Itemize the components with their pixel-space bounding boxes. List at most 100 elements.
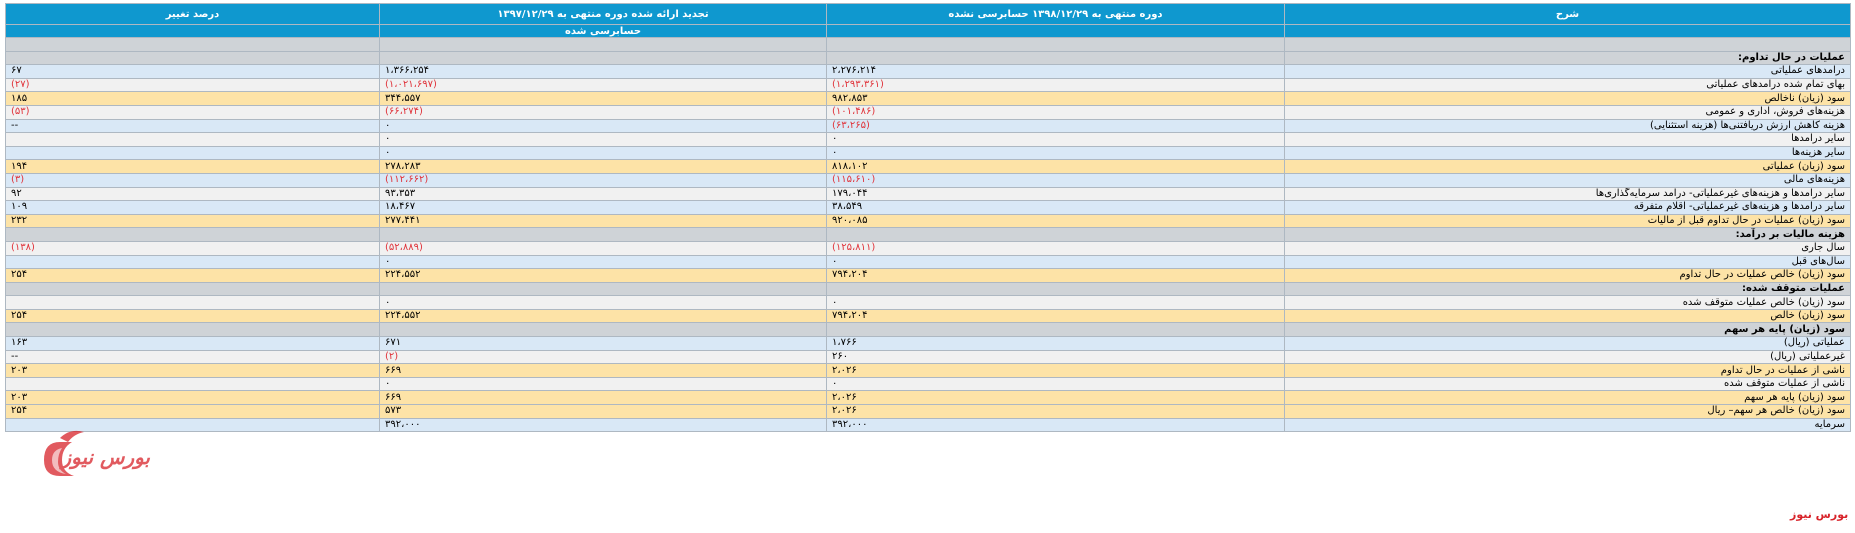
row-description: سود (زیان) خالص xyxy=(1284,308,1851,324)
row-value-1398: ۰ xyxy=(826,376,1285,392)
table-row: درآمدهای عملیاتی ۲،۲۷۶،۲۱۴ ۱،۳۶۶،۲۵۴ ۶۷ xyxy=(5,64,1851,79)
row-value-1398: ۸۱۸،۱۰۲ xyxy=(826,159,1285,174)
row-value-1398: ۱۷۹،۰۴۴ xyxy=(826,186,1285,202)
row-value-1397: ۰ xyxy=(379,295,827,310)
row-change-percent: ۱۹۴ xyxy=(5,159,380,174)
table-row: هزینه‌های فروش، اداری و عمومی (۱۰۱،۴۸۶) (۶… xyxy=(5,104,1851,120)
row-value-1397: (۲) xyxy=(379,349,827,365)
row-change-percent: ۹۲ xyxy=(5,186,380,202)
row-description: سود (زیان) پایه هر سهم xyxy=(1284,390,1851,406)
row-value-1397: (۱۱۲،۶۶۲) xyxy=(379,172,827,188)
row-value-1397: ۰ xyxy=(379,376,827,392)
row-value-1398: ۲،۲۷۶،۲۱۴ xyxy=(826,64,1285,79)
row-value-1397: ۶۶۹ xyxy=(379,390,827,406)
row-value-1398 xyxy=(826,37,1285,52)
row-value-1397: ۰ xyxy=(379,145,827,161)
row-description: سود (زیان) عملیات در حال تداوم قبل از ما… xyxy=(1284,213,1851,229)
table-row: سود (زیان) خالص هر سهم– ریال ۲،۰۲۶ ۵۷۳ ۲۵۴ xyxy=(5,404,1851,419)
row-description: هزینه کاهش ارزش دریافتنی‌ها (هزینه استثن… xyxy=(1284,118,1851,134)
row-value-1398: ۷۹۴،۲۰۴ xyxy=(826,308,1285,324)
row-description: هزینه مالیات بر درآمد: xyxy=(1284,227,1851,242)
row-value-1398: (۱۱۵،۶۱۰) xyxy=(826,172,1285,188)
row-value-1398: ۳۹۲،۰۰۰ xyxy=(826,417,1285,433)
header-audited-label: حسابرسی شده xyxy=(379,24,827,38)
row-value-1398: (۱،۲۹۳،۳۶۱) xyxy=(826,77,1285,93)
row-value-1398: ۲،۰۲۶ xyxy=(826,363,1285,378)
row-change-percent: ۱۸۵ xyxy=(5,91,380,106)
corner-watermark-text: بورس نیوز xyxy=(1790,508,1849,521)
table-row: ناشی از عملیات در حال تداوم ۲،۰۲۶ ۶۶۹ ۲۰۳ xyxy=(5,363,1851,378)
row-description: سود (زیان) عملیاتی xyxy=(1284,159,1851,174)
table-row: ناشی از عملیات متوقف شده ۰ ۰ xyxy=(5,376,1851,392)
row-description: سایر درآمدها و هزینه‌های غیرعملیاتی- اقل… xyxy=(1284,200,1851,215)
row-value-1397: ۱،۳۶۶،۲۵۴ xyxy=(379,64,827,79)
table-row: سال جاری (۱۲۵،۸۱۱) (۵۲،۸۸۹) (۱۳۸) xyxy=(5,240,1851,256)
row-description: سود (زیان) خالص هر سهم– ریال xyxy=(1284,404,1851,419)
row-value-1398: ۹۲۰،۰۸۵ xyxy=(826,213,1285,229)
row-value-1397: ۲۷۷،۴۴۱ xyxy=(379,213,827,229)
row-value-1397: (۶۶،۲۷۴) xyxy=(379,104,827,120)
table-row: هزینه کاهش ارزش دریافتنی‌ها (هزینه استثن… xyxy=(5,118,1851,134)
row-description: سود (زیان) ناخالص xyxy=(1284,91,1851,106)
table-row: سایر هزینه‌ها ۰ ۰ xyxy=(5,145,1851,161)
table-row: عملیات در حال تداوم: xyxy=(5,50,1851,66)
row-description: سود (زیان) خالص عملیات متوقف شده xyxy=(1284,295,1851,310)
table-row xyxy=(5,37,1851,52)
row-value-1398: ۱،۷۶۶ xyxy=(826,336,1285,351)
sub-header-row: حسابرسی شده xyxy=(5,24,1851,38)
logo-text: بورس نیوز xyxy=(58,445,150,470)
row-change-percent: ۲۵۴ xyxy=(5,404,380,419)
sub-header-blank xyxy=(5,24,380,38)
row-value-1397: ۰ xyxy=(379,118,827,134)
table-row: سایر درآمدها و هزینه‌های غیرعملیاتی- اقل… xyxy=(5,200,1851,215)
row-change-percent: ۲۰۳ xyxy=(5,390,380,406)
row-description: درآمدهای عملیاتی xyxy=(1284,64,1851,79)
table-row: سود (زیان) عملیات در حال تداوم قبل از ما… xyxy=(5,213,1851,229)
row-value-1398: ۰ xyxy=(826,145,1285,161)
row-change-percent: -- xyxy=(5,118,380,134)
row-value-1398: ۲۶۰ xyxy=(826,349,1285,365)
row-value-1398: ۷۹۴،۲۰۴ xyxy=(826,268,1285,283)
row-description: سایر درآمدها xyxy=(1284,132,1851,147)
row-change-percent xyxy=(5,322,380,338)
table-row: سایر درآمدها ۰ ۰ xyxy=(5,132,1851,147)
row-value-1397: ۰ xyxy=(379,254,827,270)
row-change-percent xyxy=(5,145,380,161)
table-row: سود (زیان) خالص ۷۹۴،۲۰۴ ۲۲۴،۵۵۲ ۲۵۴ xyxy=(5,308,1851,324)
row-value-1397 xyxy=(379,227,827,242)
row-change-percent: ۲۵۴ xyxy=(5,308,380,324)
header-description: شرح xyxy=(1284,3,1851,25)
table-row: سود (زیان) خالص عملیات متوقف شده ۰ ۰ xyxy=(5,295,1851,310)
row-value-1397: ۶۷۱ xyxy=(379,336,827,351)
row-change-percent: (۵۳) xyxy=(5,104,380,120)
table-row: غیرعملیاتی (ریال) ۲۶۰ (۲) -- xyxy=(5,349,1851,365)
row-value-1397 xyxy=(379,37,827,52)
row-value-1398: (۱۲۵،۸۱۱) xyxy=(826,240,1285,256)
row-change-percent xyxy=(5,295,380,310)
row-value-1398: ۲،۰۲۶ xyxy=(826,404,1285,419)
row-description: غیرعملیاتی (ریال) xyxy=(1284,349,1851,365)
row-value-1397: ۳۹۲،۰۰۰ xyxy=(379,417,827,433)
row-value-1398: ۰ xyxy=(826,254,1285,270)
row-value-1397 xyxy=(379,50,827,66)
row-description: سرمایه xyxy=(1284,417,1851,433)
row-value-1397: ۲۲۴،۵۵۲ xyxy=(379,308,827,324)
row-description: هزینه‌های مالی xyxy=(1284,172,1851,188)
financial-table-container: شرح دوره منتهی به ۱۳۹۸/۱۲/۲۹ حسابرسی نشد… xyxy=(5,3,1851,433)
row-description: ناشی از عملیات متوقف شده xyxy=(1284,376,1851,392)
table-row: هزینه مالیات بر درآمد: xyxy=(5,227,1851,242)
row-description: سال‌های قبل xyxy=(1284,254,1851,270)
row-description: عملیاتی (ریال) xyxy=(1284,336,1851,351)
header-period-1397: تجدید ارائه شده دوره منتهی به ۱۳۹۷/۱۲/۲۹ xyxy=(379,3,827,25)
row-value-1398: ۲،۰۲۶ xyxy=(826,390,1285,406)
row-description: سایر هزینه‌ها xyxy=(1284,145,1851,161)
row-description: عملیات در حال تداوم: xyxy=(1284,50,1851,66)
row-value-1398 xyxy=(826,227,1285,242)
table-row: هزینه‌های مالی (۱۱۵،۶۱۰) (۱۱۲،۶۶۲) (۳) xyxy=(5,172,1851,188)
row-description: سود (زیان) خالص عملیات در حال تداوم xyxy=(1284,268,1851,283)
row-change-percent xyxy=(5,281,380,297)
row-value-1397: (۱،۰۲۱،۶۹۷) xyxy=(379,77,827,93)
table-row: سایر درآمدها و هزینه‌های غیرعملیاتی- درآ… xyxy=(5,186,1851,202)
row-value-1397: ۵۷۳ xyxy=(379,404,827,419)
header-row: شرح دوره منتهی به ۱۳۹۸/۱۲/۲۹ حسابرسی نشد… xyxy=(5,3,1851,25)
